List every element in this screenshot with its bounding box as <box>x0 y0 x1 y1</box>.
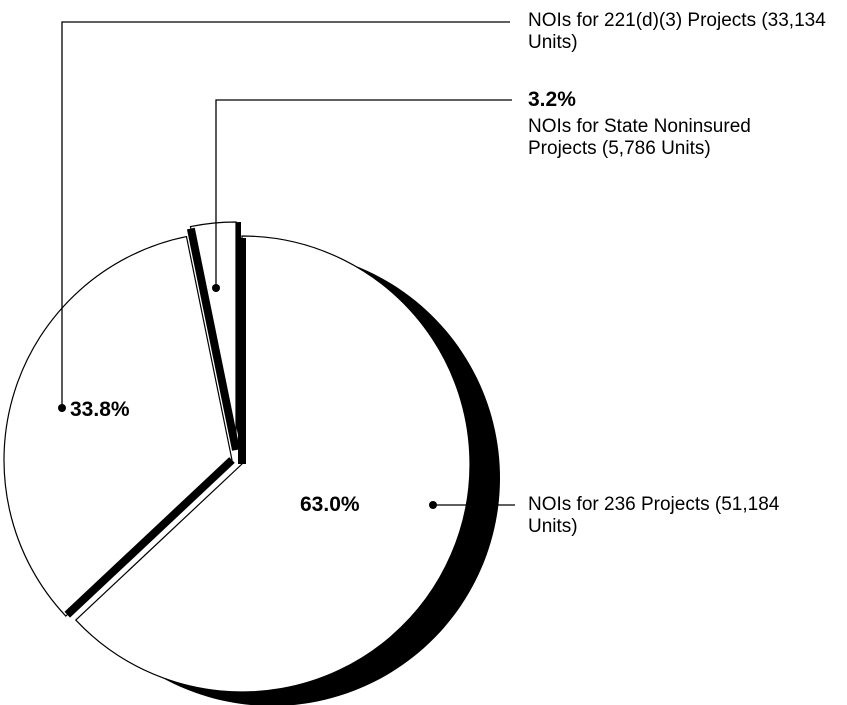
leader-line <box>61 21 510 408</box>
pie-slice <box>74 235 471 693</box>
leader-line <box>215 99 512 288</box>
value-label: 63.0% <box>300 493 360 516</box>
value-label: 3.2% <box>528 88 576 111</box>
category-label: NOIs for 236 Projects (51,184 Units) <box>528 494 780 537</box>
leader-dot <box>212 284 220 292</box>
value-label: 33.8% <box>70 398 130 421</box>
category-label: NOIs for State Noninsured Projects (5,78… <box>528 116 751 159</box>
slice-edge <box>186 227 240 451</box>
slice-edge <box>64 457 235 618</box>
leader-dot <box>58 404 66 412</box>
category-label: NOIs for 221(d)(3) Projects (33,134 Unit… <box>528 10 826 53</box>
pie-slice <box>3 235 233 617</box>
leader-dot <box>429 501 437 509</box>
